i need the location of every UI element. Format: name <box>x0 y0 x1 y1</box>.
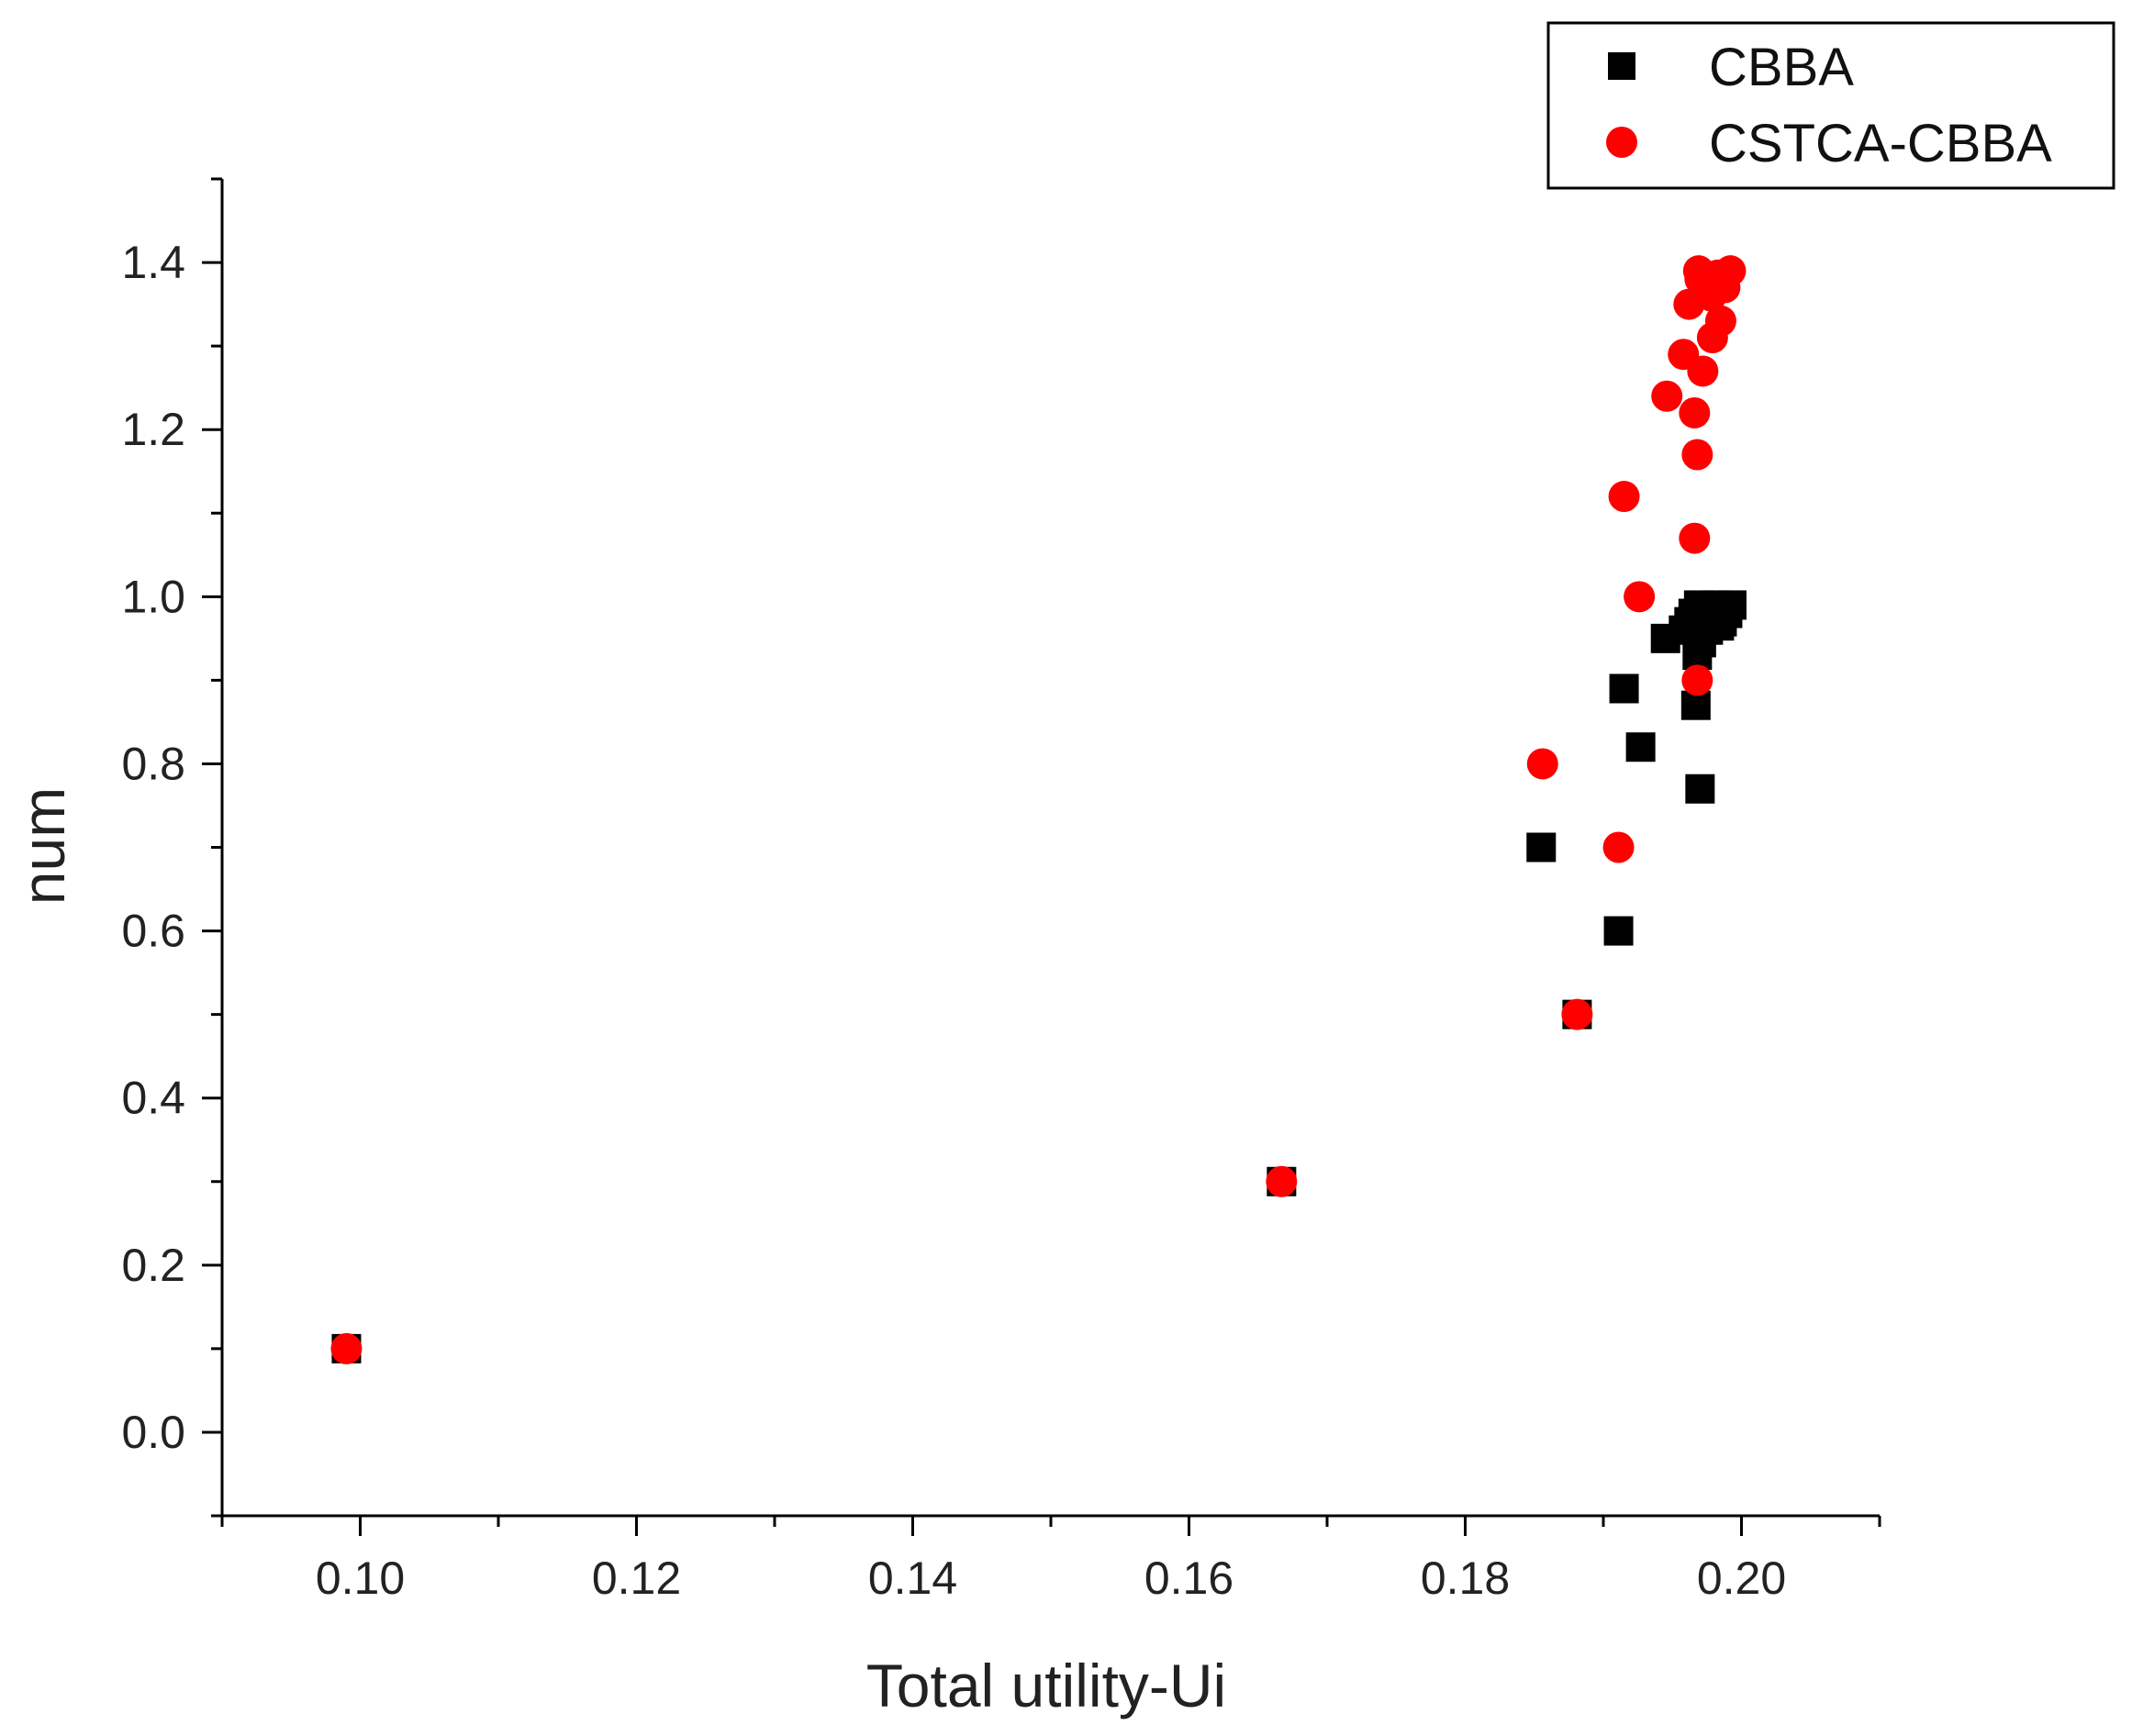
y-axis-title: num <box>9 787 77 905</box>
data-points <box>330 255 1747 1364</box>
x-tick-label: 0.16 <box>1144 1552 1233 1604</box>
series-cbba <box>331 590 1747 1363</box>
y-tick-label: 1.0 <box>121 571 185 622</box>
data-point-square <box>1526 832 1557 862</box>
y-tick-label: 0.2 <box>121 1240 185 1291</box>
data-point-circle <box>1266 1165 1298 1197</box>
legend-label-cstca-cbba: CSTCA-CBBA <box>1709 114 2052 173</box>
legend-label-cbba: CBBA <box>1709 38 1854 97</box>
data-point-square <box>1603 916 1634 946</box>
y-tick-label: 1.4 <box>121 237 185 288</box>
x-tick-label: 0.10 <box>316 1552 405 1604</box>
legend: CBBA CSTCA-CBBA <box>1546 21 2115 190</box>
data-point-circle <box>1561 998 1593 1030</box>
data-point-circle <box>1651 380 1683 412</box>
x-tick-label: 0.14 <box>868 1552 957 1604</box>
data-point-circle <box>1526 748 1558 780</box>
legend-box <box>1546 21 2115 190</box>
data-point-square <box>1609 673 1639 704</box>
data-point-circle <box>1704 305 1736 337</box>
data-point-circle <box>1681 439 1713 471</box>
data-point-square <box>1704 611 1735 641</box>
legend-marker-cbba <box>1608 52 1635 80</box>
data-point-circle <box>1679 396 1711 428</box>
data-point-circle <box>1668 339 1700 371</box>
data-point-circle <box>1679 522 1711 554</box>
y-tick-label: 1.2 <box>121 404 185 455</box>
data-point-circle <box>1682 255 1714 287</box>
series-cstca-cbba <box>330 255 1747 1364</box>
data-point-circle <box>1608 481 1640 513</box>
data-point-circle <box>1714 255 1747 287</box>
data-point-circle <box>1602 831 1635 863</box>
x-tick-label: 0.18 <box>1421 1552 1510 1604</box>
y-tick-label: 0.0 <box>121 1407 185 1458</box>
x-tick-label: 0.20 <box>1697 1552 1786 1604</box>
y-tick-label: 0.8 <box>121 738 185 789</box>
data-point-circle <box>330 1332 363 1364</box>
data-point-circle <box>1681 664 1713 696</box>
x-axis-title: Total utility-Ui <box>866 1652 1226 1719</box>
data-point-circle <box>1624 581 1656 613</box>
x-tick-label: 0.12 <box>592 1552 681 1604</box>
y-tick-label: 0.6 <box>121 906 185 957</box>
legend-marker-cstca-cbba <box>1606 127 1637 158</box>
axis-ticks: 0.10 0.12 0.14 0.16 0.18 0.20 0.0 0.2 0.4 0.6 0.8 1… <box>121 177 1881 1604</box>
y-tick-label: 0.4 <box>121 1073 185 1124</box>
data-point-square <box>1685 773 1715 804</box>
data-point-square <box>1625 732 1656 762</box>
